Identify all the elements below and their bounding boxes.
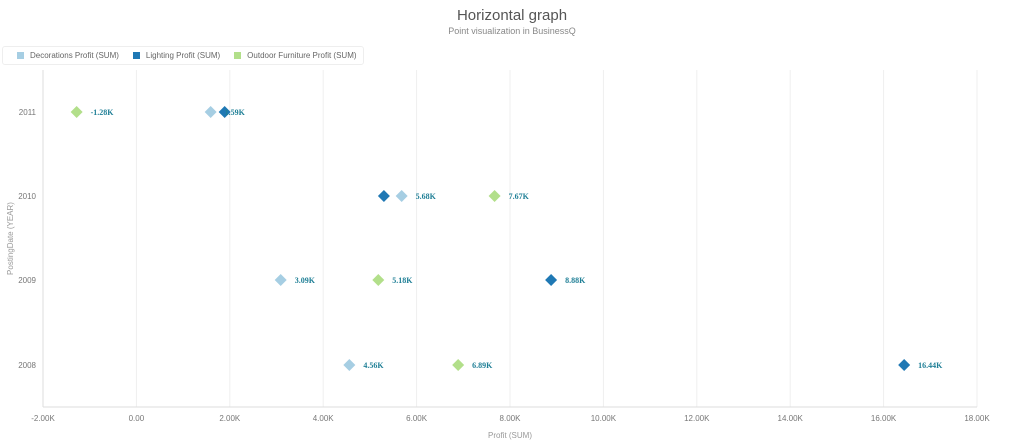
data-point: [377, 190, 390, 202]
x-tick-label: 18.00K: [964, 414, 990, 423]
chart-title: Horizontal graph: [456, 7, 568, 24]
legend-item-lighting[interactable]: Lighting Profit (SUM): [132, 51, 221, 60]
data-point: [452, 359, 465, 371]
data-label: 3.09K: [295, 276, 316, 285]
x-tick-label: 12.00K: [684, 414, 710, 423]
data-label: 8.88K: [565, 276, 586, 285]
data-label: 6.89K: [472, 361, 493, 370]
data-label: 5.18K: [392, 276, 413, 285]
y-tick-label: 2009: [18, 276, 36, 285]
data-label: 1.59K: [225, 108, 246, 117]
x-tick-label: 8.00K: [500, 414, 522, 423]
x-tick-label: -2.00K: [31, 414, 55, 423]
legend-swatch: [17, 52, 24, 59]
x-tick-label: 14.00K: [778, 414, 804, 423]
legend-label: Decorations Profit (SUM): [30, 51, 119, 60]
legend-label: Outdoor Furniture Profit (SUM): [247, 51, 357, 60]
data-point: [70, 106, 83, 118]
data-point: [343, 359, 356, 371]
y-tick-label: 2011: [19, 108, 37, 117]
x-tick-label: 16.00K: [871, 414, 897, 423]
y-tick-label: 2010: [18, 192, 36, 201]
x-tick-label: 2.00K: [219, 414, 241, 423]
x-axis-title: Profit (SUM): [488, 431, 532, 440]
legend-label: Lighting Profit (SUM): [145, 51, 221, 60]
legend-item-outdoor-furniture[interactable]: Outdoor Furniture Profit (SUM): [234, 51, 357, 60]
data-point: [218, 106, 231, 118]
legend-swatch: [132, 52, 140, 59]
legend: Decorations Profit (SUM) Lighting Profit…: [2, 46, 364, 65]
x-tick-label: 0.00: [129, 414, 145, 423]
data-point: [395, 190, 408, 202]
data-point: [545, 274, 558, 286]
legend-swatch: [234, 52, 242, 59]
data-point: [898, 359, 911, 371]
y-tick-label: 2008: [18, 361, 36, 370]
x-tick-label: 10.00K: [591, 414, 617, 423]
data-label: 4.56K: [363, 361, 384, 370]
data-point: [274, 274, 287, 286]
data-label: 7.67K: [509, 192, 530, 201]
x-tick-label: 4.00K: [313, 414, 335, 423]
data-point: [204, 106, 217, 118]
data-label: 5.68K: [416, 192, 437, 201]
chart-subtitle: Point visualization in BusinessQ: [448, 26, 576, 36]
legend-item-decorations[interactable]: Decorations Profit (SUM): [17, 51, 119, 60]
y-axis-title: PostingDate (YEAR): [6, 202, 15, 275]
x-tick-label: 6.00K: [406, 414, 428, 423]
data-point: [488, 190, 501, 202]
data-label: -1.28K: [91, 108, 115, 117]
data-point: [372, 274, 385, 286]
data-label: 16.44K: [918, 361, 943, 370]
